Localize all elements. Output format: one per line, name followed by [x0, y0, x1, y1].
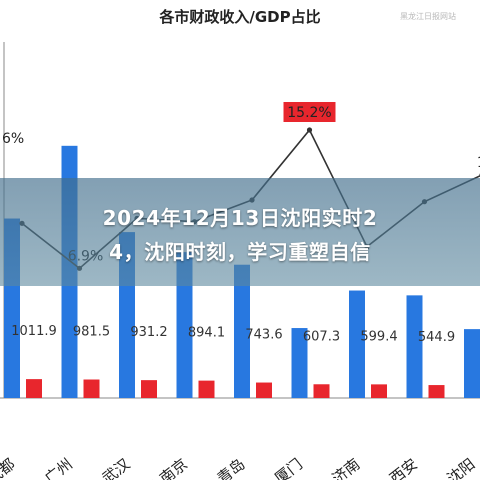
bar-value-label: 931.2 — [130, 325, 167, 340]
x-tick-label: 6-武汉 — [87, 455, 134, 480]
ratio-point — [306, 127, 313, 133]
bar-blue-12 — [464, 329, 480, 398]
chart-title: 各市财政收入/GDP占比 — [159, 8, 321, 26]
x-tick-label: 12-沈阳 — [424, 455, 478, 480]
headline-line-1: 2024年12月13日沈阳实时2 — [102, 206, 378, 230]
bar-blue-7 — [176, 252, 193, 398]
x-tick-label: 8-青岛 — [202, 455, 249, 480]
ratio-label-left-edge: 6% — [2, 131, 24, 147]
bar-red-9 — [313, 384, 330, 398]
bar-blue-10 — [349, 290, 365, 398]
bar-red-10 — [371, 384, 387, 398]
bar-value-label: 894.1 — [188, 326, 225, 341]
bar-value-label: 1011.9 — [11, 324, 57, 339]
bar-blue-11 — [406, 295, 423, 398]
bar-red-7 — [198, 380, 215, 398]
bar-red-4 — [26, 379, 42, 398]
bar-blue-8 — [234, 264, 250, 398]
x-tick-label: 5-广州 — [29, 455, 76, 480]
bar-blue-9 — [291, 328, 308, 398]
bar-red-11 — [428, 385, 445, 398]
ratio-label-highlight: 15.2% — [287, 105, 331, 121]
bar-red-6 — [141, 380, 157, 398]
x-tick-label: 7-南京 — [144, 455, 191, 480]
ratio-highlight-box — [283, 102, 336, 122]
headline-banner: 2024年12月13日沈阳实时2 4，沈阳时刻，学习重塑自信 — [0, 178, 480, 286]
bar-red-5 — [83, 379, 100, 398]
headline-line-2: 4，沈阳时刻，学习重塑自信 — [109, 240, 371, 264]
bar-value-label: 607.3 — [303, 329, 340, 344]
bar-red-8 — [256, 382, 272, 398]
bar-value-label: 743.6 — [245, 328, 282, 343]
x-tick-group: 4-成都 5-广州 6-武汉 7-南京 8-青岛 9-厦门 10-济南 11-西安 12-沈阳 — [0, 455, 478, 480]
bar-value-label: 544.9 — [418, 330, 455, 345]
ratio-label: 12. — [477, 155, 480, 171]
watermark: 黑龙江日报网站 — [400, 12, 456, 21]
bar-value-label: 599.4 — [360, 329, 397, 344]
data-label-group: 1011.9 981.5 931.2 894.1 743.6 607.3 599.4 544.… — [11, 324, 455, 345]
bar-value-label: 981.5 — [73, 325, 110, 340]
x-tick-label: 11-西安 — [367, 455, 421, 480]
x-tick-label: 9-厦门 — [259, 455, 306, 480]
x-tick-label: 10-济南 — [309, 455, 363, 480]
x-tick-label: 4-成都 — [0, 455, 18, 480]
